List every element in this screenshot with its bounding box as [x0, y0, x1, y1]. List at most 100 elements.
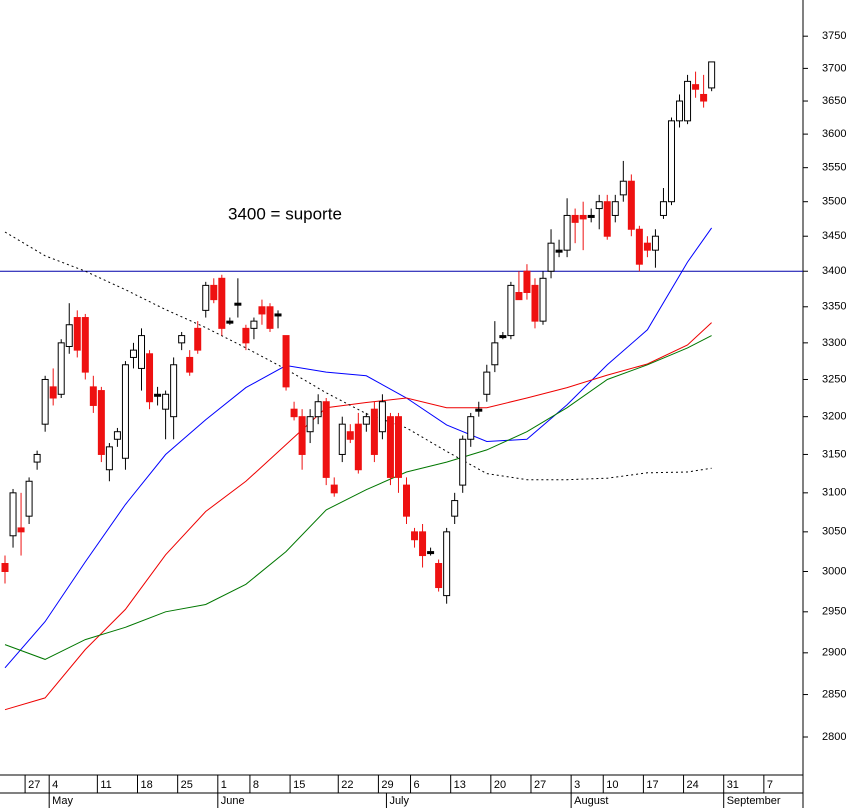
- candle-body: [579, 214, 587, 220]
- candle-body: [9, 492, 17, 537]
- x-tick-label: 4: [52, 779, 58, 791]
- annotation: 3400 = suporte: [228, 204, 342, 223]
- y-tick-label: 3350: [822, 301, 846, 313]
- candle-body: [330, 484, 338, 494]
- y-tick-label: 3250: [822, 373, 846, 385]
- candle-body: [499, 335, 507, 339]
- x-tick-label: 24: [687, 779, 699, 791]
- candle-body: [531, 284, 539, 322]
- candle-body: [138, 335, 146, 369]
- candle-body: [274, 313, 282, 317]
- x-tick-label: 8: [253, 779, 259, 791]
- candle-body: [676, 100, 684, 122]
- y-tick-label: 3700: [822, 62, 846, 74]
- candle-body: [1, 563, 9, 572]
- y-tick-label: 2900: [822, 647, 846, 659]
- y-tick-label: 3200: [822, 411, 846, 423]
- candle-body: [619, 180, 627, 196]
- candle-body: [89, 386, 97, 406]
- y-tick-label: 3050: [822, 526, 846, 538]
- candle-body: [218, 277, 226, 329]
- x-tick-label: 15: [293, 779, 305, 791]
- x-tick-label: 11: [100, 779, 111, 791]
- candle-body: [459, 438, 467, 486]
- candle-body: [651, 235, 659, 251]
- y-tick-label: 3650: [822, 95, 846, 107]
- x-tick-label: 17: [646, 779, 658, 791]
- candle-body: [57, 342, 65, 395]
- candle-body: [202, 284, 210, 311]
- x-tick-label: 27: [534, 779, 546, 791]
- moving-average-line: [4, 231, 712, 481]
- y-tick-label: 3100: [822, 487, 846, 499]
- candle-body: [186, 356, 194, 373]
- y-tick-label: 2800: [822, 731, 846, 743]
- candle-body: [467, 416, 475, 440]
- x-tick-label: 27: [28, 779, 40, 791]
- candle-body: [81, 317, 89, 373]
- candle-body: [411, 531, 419, 541]
- candle-body: [539, 277, 547, 322]
- candle-body: [603, 201, 611, 237]
- candle-body: [483, 371, 491, 395]
- candle-body: [563, 214, 571, 251]
- candle-body: [25, 480, 33, 517]
- moving-average-line: [4, 322, 712, 711]
- candle-body: [146, 353, 154, 403]
- candle-body: [65, 324, 73, 347]
- y-tick-label: 3600: [822, 128, 846, 140]
- x-tick-label: 25: [181, 779, 193, 791]
- candle-body: [338, 423, 346, 455]
- candle-body: [692, 84, 700, 90]
- x-tick-label: 22: [341, 779, 353, 791]
- candle-body: [386, 416, 394, 478]
- x-tick-label: 31: [727, 779, 739, 791]
- candle-body: [419, 531, 427, 557]
- y-tick-label: 3000: [822, 565, 846, 577]
- candle-body: [266, 306, 274, 329]
- candle-body: [162, 393, 170, 410]
- candle-body: [41, 378, 49, 425]
- y-tick-label: 3400: [822, 265, 846, 277]
- candle-body: [362, 416, 370, 425]
- candle-body: [210, 284, 218, 301]
- x-tick-label: 3: [574, 779, 580, 791]
- candle-body: [708, 61, 716, 89]
- y-tick-label: 2950: [822, 606, 846, 618]
- candle-body: [73, 317, 81, 351]
- x-tick-label: 13: [454, 779, 466, 791]
- candle-body: [282, 335, 290, 388]
- candle-body: [443, 531, 451, 597]
- month-label: August: [574, 795, 608, 807]
- candle-body: [523, 270, 531, 293]
- candle-body: [290, 408, 298, 418]
- candle-body: [571, 214, 579, 223]
- candle-body: [451, 500, 459, 517]
- candle-body: [627, 180, 635, 230]
- candle-body: [17, 527, 25, 533]
- x-tick-label: 29: [381, 779, 393, 791]
- candle-body: [354, 423, 362, 471]
- month-label: May: [52, 795, 73, 807]
- candle-body: [258, 306, 266, 315]
- candle-body: [507, 284, 515, 337]
- month-label: July: [389, 795, 409, 807]
- candle-body: [427, 551, 435, 555]
- candle-body: [643, 242, 651, 251]
- candle-body: [129, 349, 137, 358]
- y-tick-label: 3300: [822, 337, 846, 349]
- y-tick-label: 2850: [822, 688, 846, 700]
- y-tick-label: 3150: [822, 448, 846, 460]
- y-tick-label: 3500: [822, 196, 846, 208]
- x-tick-label: 6: [414, 779, 420, 791]
- candle-body: [475, 408, 483, 412]
- x-tick-label: 7: [767, 779, 773, 791]
- candle-body: [226, 320, 234, 324]
- candle-body: [587, 214, 595, 218]
- month-label: June: [221, 795, 245, 807]
- x-tick-label: 20: [494, 779, 506, 791]
- candle-body: [515, 291, 523, 301]
- candle-body: [346, 431, 354, 440]
